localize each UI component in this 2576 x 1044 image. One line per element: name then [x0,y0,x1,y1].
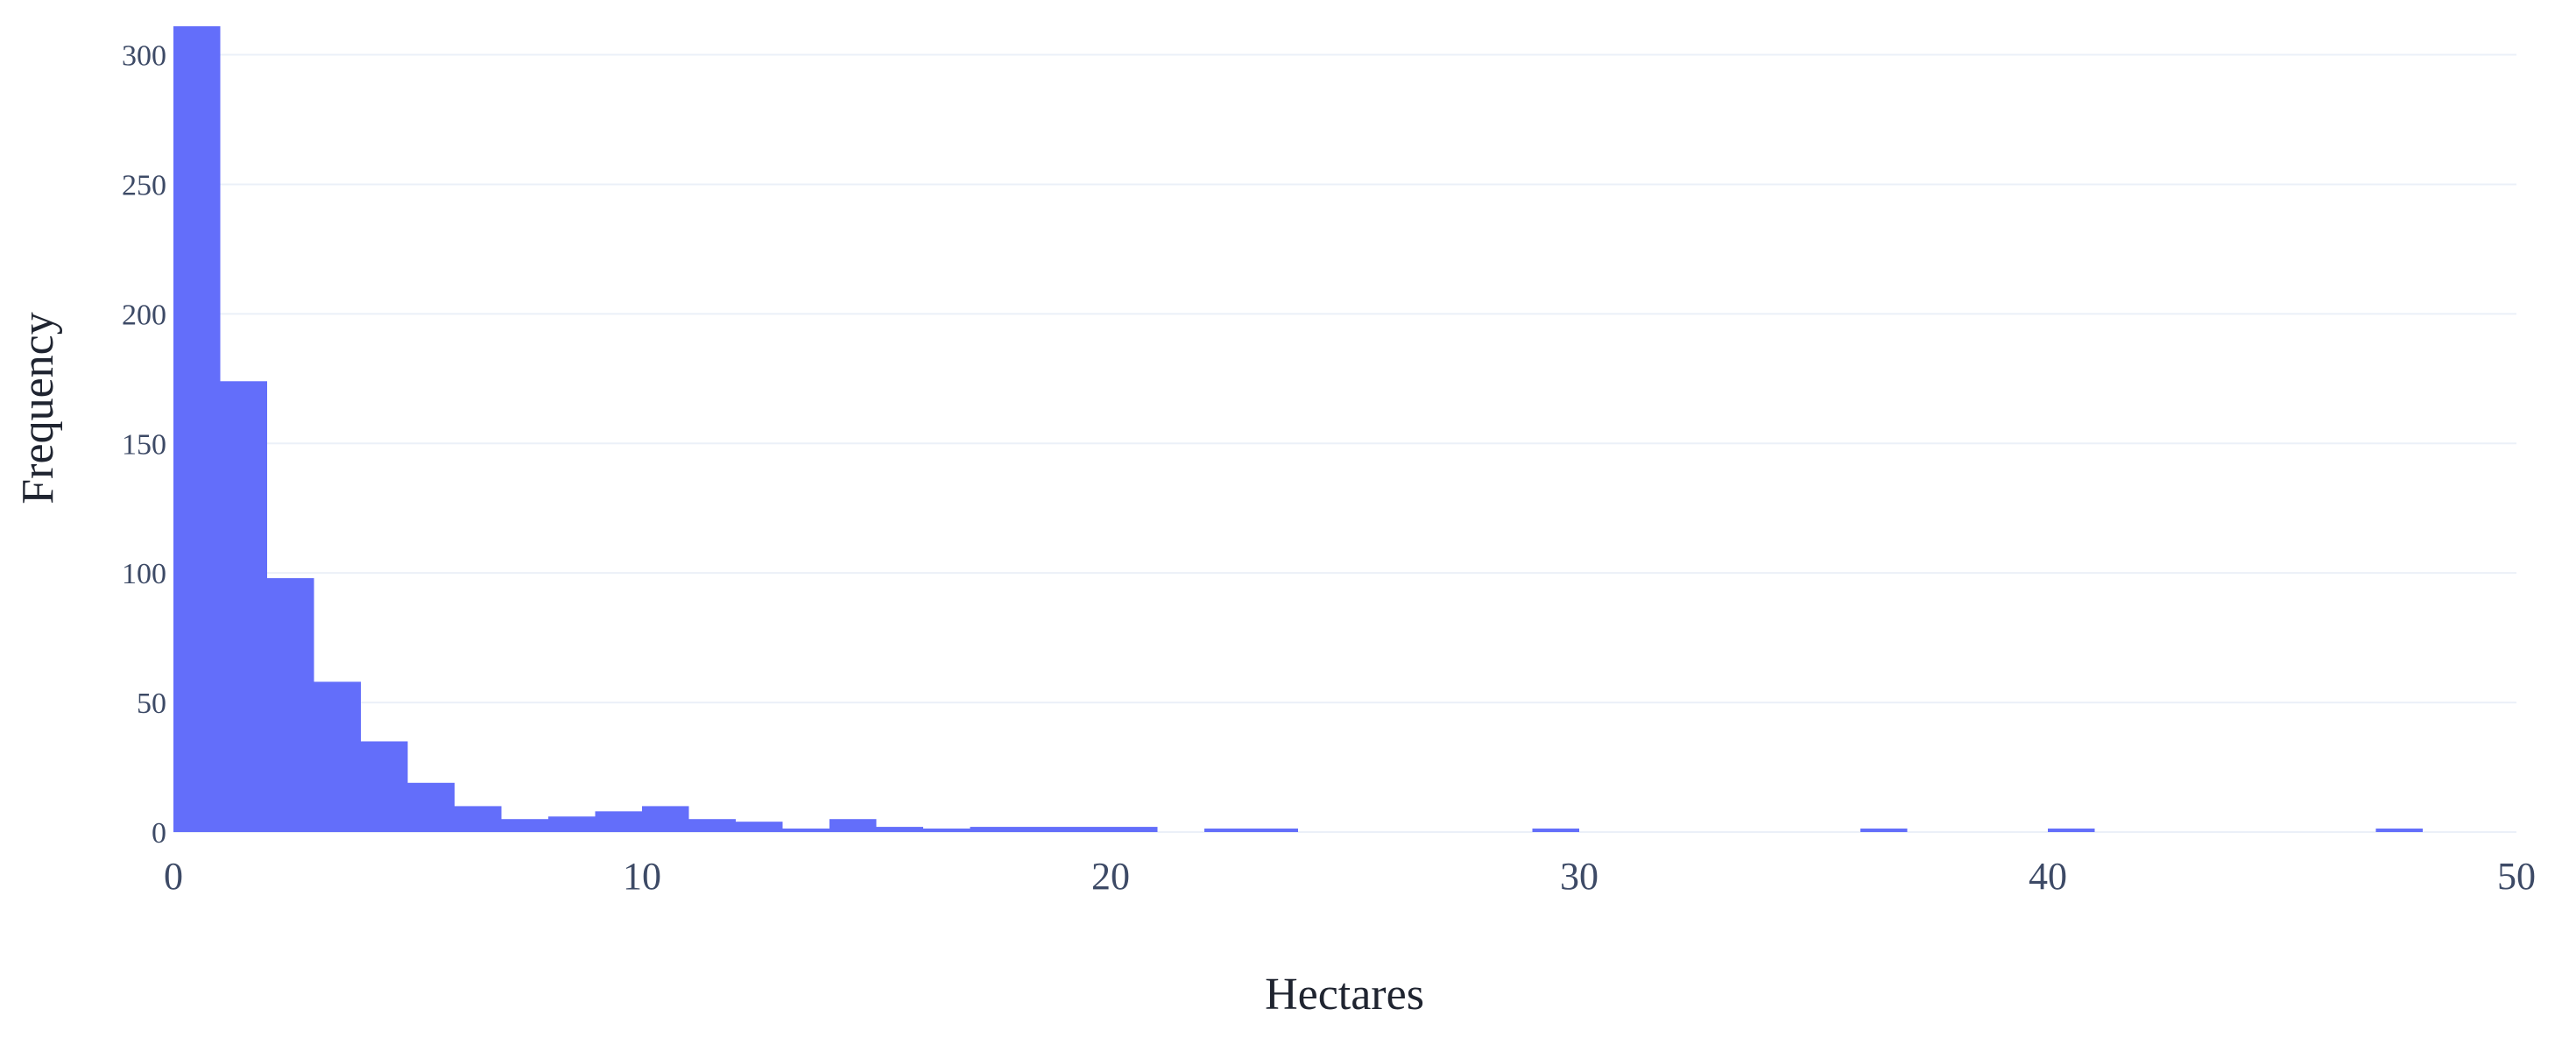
histogram-bar [876,827,923,832]
histogram-bar [1111,827,1158,832]
y-tick-label: 0 [152,817,166,850]
y-tick-label: 300 [122,40,166,73]
histogram-bar [501,819,548,832]
histogram-bars [173,26,2423,832]
histogram-bar [736,822,783,832]
histogram-bar [1532,829,1579,832]
x-tick-label: 30 [1560,855,1599,898]
histogram-bar [455,806,502,832]
gridlines [173,53,2516,833]
histogram-bar [220,381,267,832]
histogram-bar [361,741,408,832]
histogram-bar [314,681,361,832]
x-tick-label: 50 [2497,855,2536,898]
x-tick-label: 10 [623,855,661,898]
y-axis-title: Frequency [13,312,63,504]
histogram-bar [1063,827,1111,832]
histogram-bar [173,26,221,832]
y-tick-label: 200 [122,299,166,331]
x-tick-label: 40 [2029,855,2067,898]
y-tick-label: 150 [122,428,166,461]
histogram-bar [970,827,1017,832]
histogram-bar [267,578,314,832]
histogram-bar [829,819,877,832]
histogram-bar [1860,829,1908,832]
x-tick-label: 20 [1091,855,1130,898]
histogram-bar [2375,829,2423,832]
y-axis-ticks: 0 50 100 150 200 250 300 [122,40,166,850]
histogram-bar [782,829,829,832]
histogram-bar [1017,827,1064,832]
histogram-bar [1204,829,1252,832]
y-tick-label: 250 [122,169,166,201]
histogram-bar [595,811,642,832]
histogram-bar [642,806,689,832]
histogram-bar [923,829,970,832]
histogram-bar [548,816,596,832]
histogram-bar [407,782,455,832]
histogram-bar [2048,829,2095,832]
x-axis-title: Hectares [1265,970,1424,1019]
y-tick-label: 50 [137,688,166,720]
histogram-bar [1251,829,1298,832]
x-tick-label: 0 [164,855,183,898]
histogram-bar [688,819,736,832]
y-tick-label: 100 [122,558,166,590]
x-axis-ticks: 0 10 20 30 40 50 [164,855,2536,898]
